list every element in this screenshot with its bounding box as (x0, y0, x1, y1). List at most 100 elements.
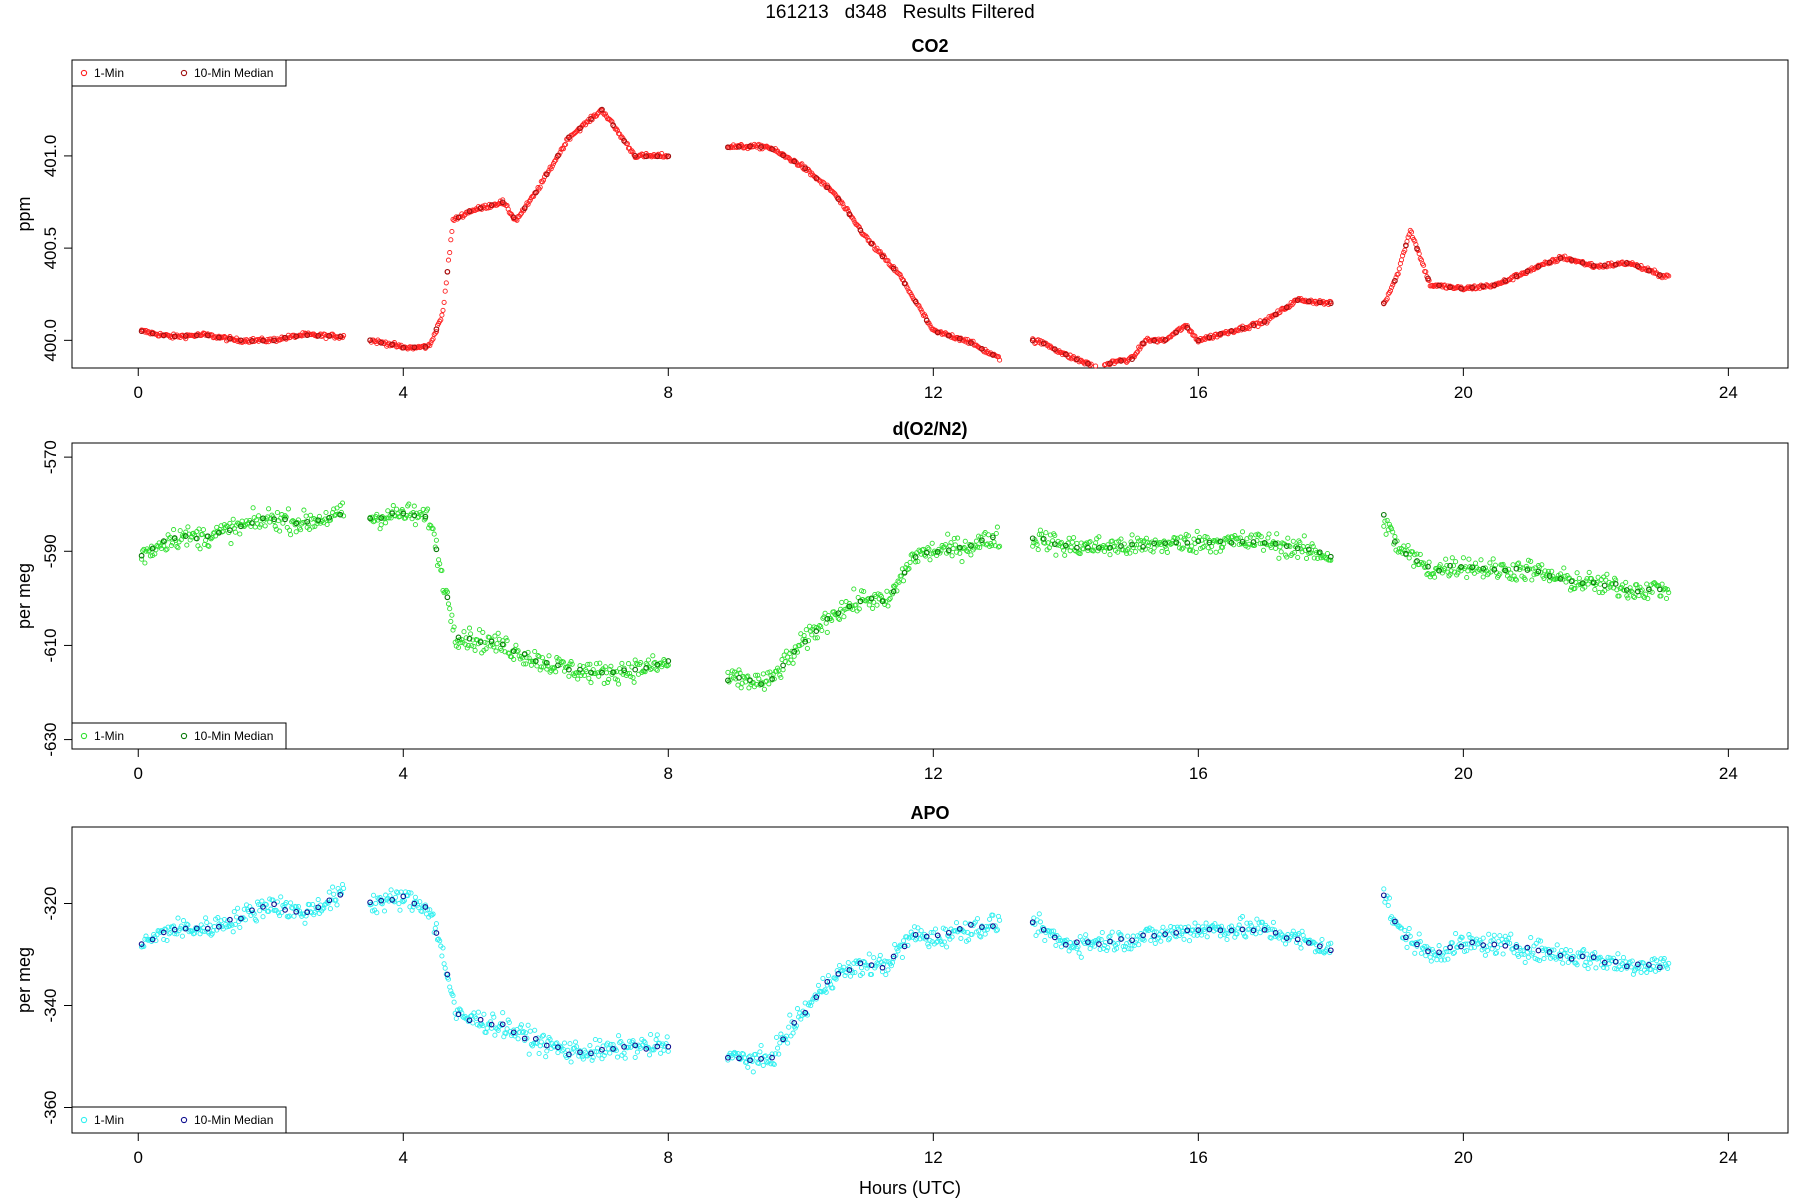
one-min-point (1468, 945, 1474, 951)
one-min-point (231, 909, 237, 915)
one-min-point (1472, 560, 1479, 566)
one-min-point (1254, 916, 1260, 922)
one-min-point (1181, 323, 1187, 329)
median-point (422, 904, 429, 910)
one-min-point (929, 540, 935, 546)
median-point (725, 1054, 731, 1061)
one-min-point (1666, 590, 1672, 596)
y-tick-label: 400.0 (41, 319, 60, 362)
median-point (1118, 543, 1124, 549)
one-min-point (539, 655, 545, 661)
one-min-point (1387, 288, 1394, 294)
one-min-point (1290, 928, 1296, 934)
one-min-point (906, 566, 912, 572)
one-min-point (1302, 547, 1308, 554)
one-min-point (300, 330, 306, 336)
one-min-point (293, 529, 299, 535)
median-point (813, 994, 820, 1000)
one-min-point (1035, 547, 1041, 553)
median-point (1623, 587, 1630, 593)
median-point (1250, 322, 1257, 328)
one-min-point (1405, 542, 1411, 549)
one-min-point (175, 915, 181, 921)
one-min-point (1604, 965, 1610, 971)
one-min-point (1507, 940, 1513, 946)
one-min-point (836, 616, 843, 622)
median-point (182, 925, 189, 932)
one-min-point (1490, 556, 1496, 562)
one-min-point (1038, 531, 1045, 537)
one-min-point (1042, 937, 1048, 944)
one-min-point (1114, 945, 1120, 951)
one-min-point (1502, 565, 1508, 571)
one-min-point (448, 237, 454, 243)
median-point (968, 922, 974, 928)
one-min-point (1412, 238, 1418, 244)
median-point (532, 1036, 539, 1042)
one-min-point (1382, 518, 1388, 524)
one-min-point (284, 524, 290, 531)
median-point (846, 967, 853, 973)
one-min-point (927, 557, 933, 563)
median-point (499, 199, 506, 206)
one-min-point (920, 546, 926, 552)
one-min-point (725, 669, 731, 675)
median-point (1634, 263, 1641, 269)
one-min-point (976, 928, 982, 934)
one-min-point (851, 586, 857, 592)
median-point (282, 334, 288, 341)
one-min-point (320, 906, 326, 912)
one-min-point (1596, 589, 1602, 595)
one-min-point (997, 357, 1003, 363)
one-min-point (1487, 560, 1493, 566)
median-point (193, 925, 200, 932)
one-min-point (397, 907, 403, 913)
one-min-point (881, 961, 887, 967)
one-min-point (1587, 960, 1593, 966)
one-min-point (898, 573, 904, 579)
median-point (736, 674, 742, 681)
one-min-point (1416, 251, 1422, 257)
one-min-point (874, 245, 880, 251)
median-point (1062, 941, 1069, 948)
one-min-point (227, 520, 233, 526)
one-min-point (279, 909, 285, 916)
one-min-point (805, 638, 812, 644)
one-min-point (1603, 577, 1609, 583)
median-point (1447, 562, 1453, 569)
one-min-point (942, 926, 949, 932)
one-min-point (822, 987, 828, 993)
one-min-point (925, 545, 931, 551)
one-min-point (203, 915, 209, 921)
one-min-point (973, 538, 979, 544)
median-point (588, 1050, 594, 1057)
one-min-point (213, 334, 219, 340)
one-min-point (855, 223, 861, 229)
median-point (610, 669, 616, 676)
median-point (444, 971, 451, 978)
median-point (990, 534, 996, 541)
one-min-point (1292, 932, 1299, 938)
one-min-point (856, 224, 862, 230)
one-min-point (395, 343, 401, 349)
one-min-point (481, 1011, 487, 1017)
median-point (846, 603, 853, 610)
one-min-point (941, 939, 947, 945)
one-min-point (1516, 953, 1522, 960)
one-min-point (592, 1036, 598, 1043)
one-min-point (757, 682, 763, 688)
one-min-point (1256, 920, 1262, 926)
median-point (271, 516, 277, 523)
one-min-point (1602, 588, 1608, 594)
one-min-point (1506, 566, 1512, 572)
one-min-point (1432, 574, 1438, 580)
one-min-point (798, 1016, 804, 1022)
median-point (1590, 954, 1597, 961)
median-point (1458, 943, 1464, 950)
one-min-point (627, 670, 633, 676)
one-min-point (1297, 297, 1303, 303)
one-min-point (1574, 962, 1580, 968)
one-min-point (628, 1044, 634, 1050)
one-min-point (614, 127, 621, 134)
median-point (411, 900, 418, 907)
